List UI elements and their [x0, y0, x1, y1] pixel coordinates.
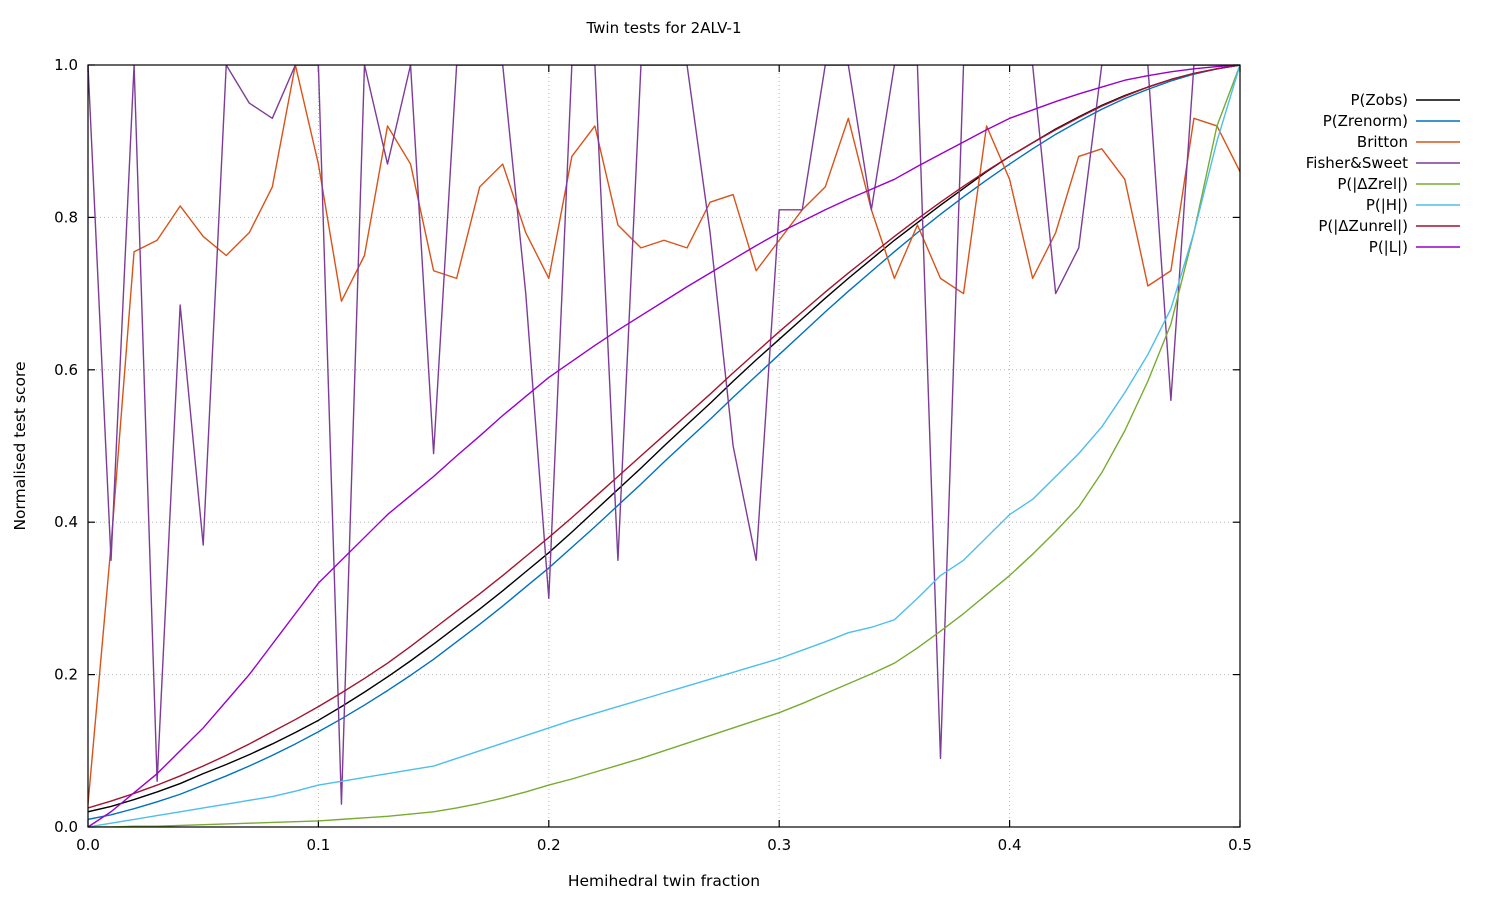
legend-label: P(|H|) — [1366, 196, 1408, 214]
legend: P(Zobs) P(Zrenorm) Britton Fisher&Sweet P(|Δ… — [1306, 91, 1460, 256]
legend-label: P(|ΔZrel|) — [1337, 175, 1408, 193]
x-tick-label: 0.4 — [998, 836, 1022, 854]
legend-label: Britton — [1357, 133, 1408, 151]
x-tick-label: 0.0 — [76, 836, 100, 854]
tick-labels: 0.0 0.1 0.2 0.3 0.4 0.5 0.0 0.2 0.4 0.6 0.8 1.0 — [54, 56, 1252, 854]
series-line — [88, 65, 1240, 813]
legend-label: Fisher&Sweet — [1306, 154, 1408, 172]
legend-label: P(Zobs) — [1350, 91, 1408, 109]
plot-border — [87, 64, 1241, 828]
x-tick-label: 0.2 — [537, 836, 561, 854]
series-line — [88, 65, 1240, 827]
x-tick-label: 0.3 — [767, 836, 791, 854]
legend-label: P(Zrenorm) — [1323, 112, 1408, 130]
y-tick-label: 1.0 — [54, 56, 78, 74]
x-axis-label: Hemihedral twin fraction — [568, 872, 760, 890]
series-line — [88, 65, 1240, 809]
y-axis-label: Normalised test score — [11, 361, 29, 530]
legend-label: P(|L|) — [1369, 238, 1408, 256]
x-tick-label: 0.5 — [1228, 836, 1252, 854]
x-tick-label: 0.1 — [306, 836, 330, 854]
data-series — [88, 65, 1240, 827]
chart-title: Twin tests for 2ALV-1 — [585, 19, 741, 37]
y-tick-label: 0.6 — [54, 361, 78, 379]
series-line — [88, 65, 1240, 821]
series-line — [88, 65, 1240, 805]
series-line — [88, 65, 1240, 827]
y-tick-label: 0.2 — [54, 666, 78, 684]
series-line — [88, 65, 1240, 827]
series-line — [88, 65, 1240, 805]
y-tick-label: 0.8 — [54, 208, 78, 226]
y-tick-label: 0.4 — [54, 513, 78, 531]
y-tick-label: 0.0 — [54, 818, 78, 836]
legend-label: P(|ΔZunrel|) — [1318, 217, 1408, 235]
